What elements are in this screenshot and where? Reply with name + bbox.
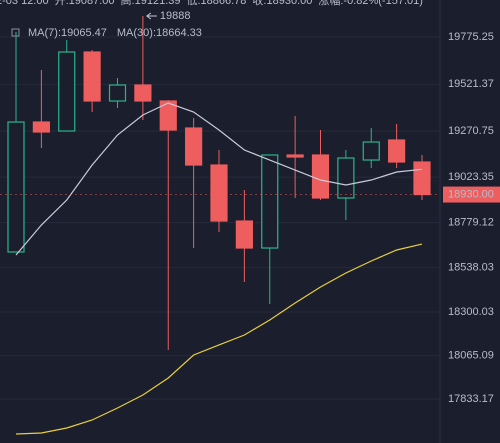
candle-body — [134, 84, 152, 102]
legend-label: MA(30):18664.33 — [117, 27, 202, 39]
y-tick-label: 18300.03 — [448, 306, 494, 318]
candle-body — [235, 220, 253, 249]
y-tick-label: 19270.75 — [448, 125, 494, 137]
candle-body — [7, 121, 25, 253]
candle-body — [32, 121, 50, 133]
annotation-arrow — [146, 12, 157, 20]
header-item: 高:19121.39 — [121, 0, 181, 7]
ma-line — [15, 243, 423, 435]
candle-body — [337, 157, 355, 199]
y-tick-label: 19023.35 — [448, 171, 494, 183]
candle-body — [58, 51, 76, 132]
y-tick-label: 17833.17 — [448, 393, 494, 405]
header-item: 2-03 12:00 — [0, 0, 49, 7]
candle-body — [286, 154, 304, 158]
candle-body — [210, 164, 228, 222]
header-item: 低:18866.78 — [186, 0, 246, 7]
candle-body — [388, 139, 406, 163]
last-price-label: 18930.00 — [448, 188, 494, 200]
legend-label: MA(7):19065.47 — [28, 27, 107, 39]
header-item: 开:19087.00 — [55, 0, 115, 7]
y-tick-label: 19521.37 — [448, 78, 494, 90]
candle-body — [185, 127, 203, 166]
annotation: 19888 — [160, 10, 191, 22]
y-tick-label: 18779.12 — [448, 217, 494, 229]
header-item: 收:18930.00 — [252, 0, 312, 7]
y-tick-label: 19775.25 — [448, 31, 494, 43]
candle-body — [83, 51, 101, 102]
ma-line — [15, 102, 423, 256]
candle-body — [261, 154, 279, 249]
candle-body — [108, 84, 127, 102]
candle-body — [362, 141, 380, 161]
legend-icon — [11, 28, 20, 37]
last-price-box — [443, 186, 500, 203]
candle-body — [311, 154, 330, 199]
candle-body — [413, 161, 431, 196]
y-tick-label: 18065.09 — [448, 350, 494, 362]
candle-body — [159, 100, 177, 131]
header-item: 涨幅:-0.82%(-157.01) — [318, 0, 423, 7]
y-tick-label: 18538.03 — [448, 262, 494, 274]
